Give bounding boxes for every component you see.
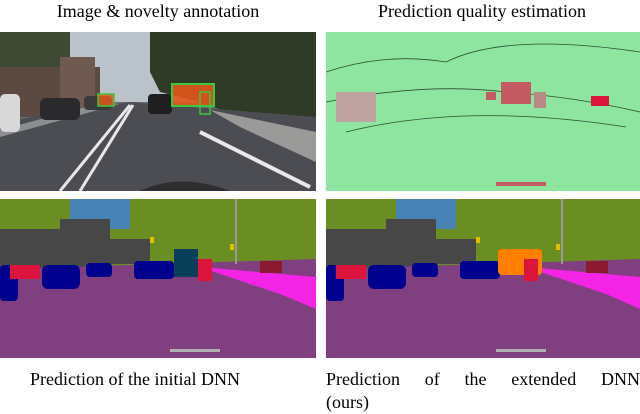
- panel-title-image-annotation: Image & novelty annotation: [56, 1, 260, 21]
- caption-extended-dnn-ours: (ours): [326, 392, 369, 412]
- caption-initial-dnn: Prediction of the initial DNN: [30, 369, 240, 389]
- panel-title-quality-estimation: Prediction quality estimation: [378, 1, 586, 21]
- caption-extended-dnn: Prediction of the extended DNN: [326, 369, 640, 389]
- initial-dnn-segmentation-panel: [0, 199, 316, 358]
- street-photo-panel: [0, 32, 316, 191]
- quality-estimation-panel: [326, 32, 640, 191]
- extended-dnn-segmentation-panel: [326, 199, 640, 358]
